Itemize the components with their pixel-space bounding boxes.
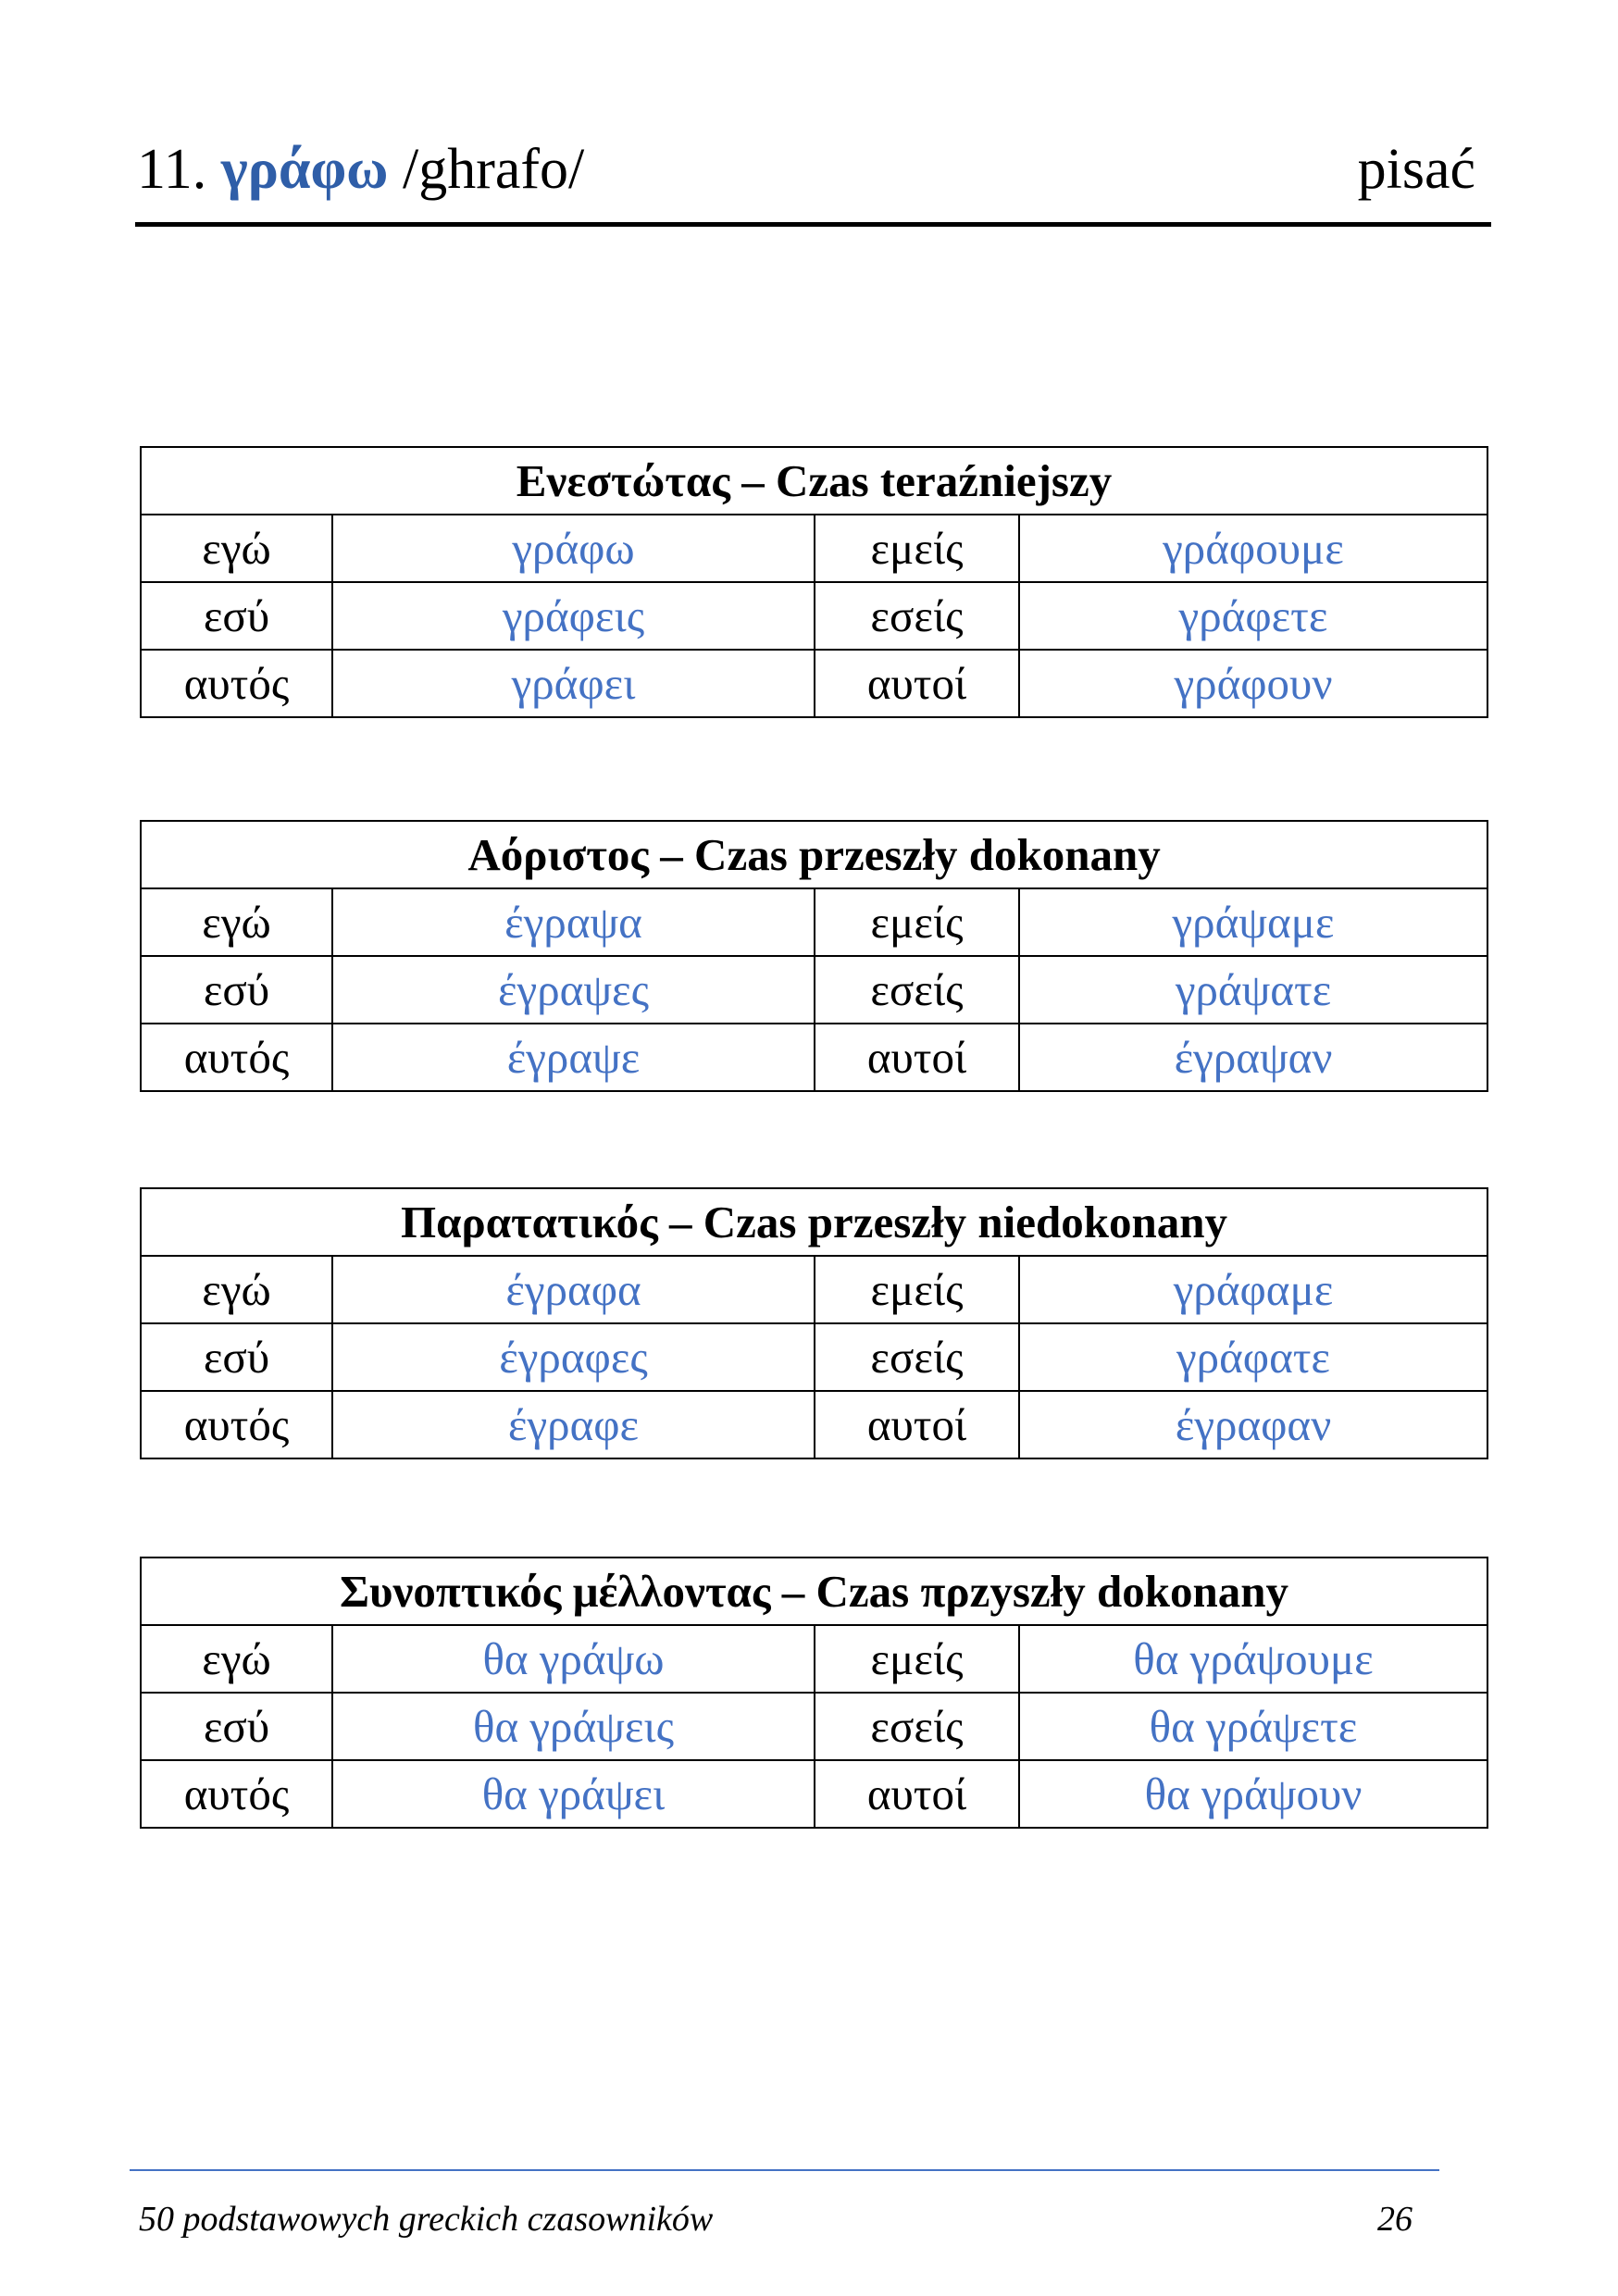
row: αυτός έγραφε αυτοί έγραφαν — [140, 1390, 1489, 1459]
translation: pisać — [1357, 138, 1475, 201]
conjugation-table: Ενεστώτας – Czas teraźniejszy εγώ γράφω εμε… — [140, 446, 1488, 718]
row: εγώ θα γράψω εμείς θα γράψουμε — [140, 1624, 1489, 1694]
pronoun: εμείς — [814, 514, 1020, 583]
pronoun: εγώ — [140, 887, 333, 957]
row: εσύ έγραφες εσείς γράφατε — [140, 1322, 1489, 1392]
table-title: Ενεστώτας – Czas teraźniejszy — [140, 446, 1488, 515]
transcription: /ghrafo/ — [403, 138, 585, 201]
verb-form: θα γράψετε — [1017, 1692, 1489, 1761]
number: 11. — [137, 138, 207, 201]
pronoun: εμείς — [814, 1624, 1020, 1694]
row: αυτός έγραψε αυτοί έγραψαν — [140, 1023, 1489, 1092]
verb-form: γράφει — [331, 649, 815, 718]
row: εγώ έγραψα εμείς γράψαμε — [140, 887, 1489, 957]
verb-form: θα γράψουν — [1017, 1759, 1489, 1829]
table-title: Συνοπτικός μέλλοντας – Czas πρzyszły dok… — [139, 1557, 1489, 1626]
pronoun: αυτοί — [814, 1390, 1020, 1459]
page-number: 26 — [1377, 2200, 1413, 2239]
pronoun: αυτοί — [814, 1023, 1020, 1092]
title-row: Ενεστώτας – Czas teraźniejszy — [140, 446, 1488, 515]
conjugation-table: Συνοπτικός μέλλοντας – Czas πρzyszły dok… — [139, 1557, 1489, 1829]
verb-form: έγραφες — [331, 1322, 815, 1392]
verb-form: θα γράψεις — [331, 1692, 815, 1761]
pronoun: αυτοί — [814, 1759, 1020, 1829]
row: εσύ έγραψες εσείς γράψατε — [140, 955, 1489, 1024]
pronoun: αυτός — [140, 1390, 333, 1459]
pronoun: εσείς — [814, 955, 1020, 1024]
pronoun: εσείς — [814, 581, 1020, 651]
pronoun: εγώ — [140, 1624, 333, 1694]
footer-title: 50 podstawowych greckich czasowników — [139, 2200, 714, 2239]
pronoun: αυτός — [140, 1759, 333, 1829]
pronoun: εμείς — [814, 1255, 1020, 1324]
table-title: Αόριστος – Czas przeszły dokonany — [139, 820, 1489, 889]
pronoun: εσύ — [140, 1322, 333, 1392]
footer-rule — [130, 2169, 1439, 2171]
title-row: Συνοπτικός μέλλοντας – Czas πρzyszły dok… — [139, 1557, 1489, 1626]
word: γράφω — [220, 138, 389, 201]
pronoun: εσείς — [814, 1322, 1020, 1392]
header-rule — [135, 222, 1491, 227]
verb-form: γράφεις — [331, 581, 815, 651]
pronoun: αυτοί — [814, 649, 1020, 718]
row: εγώ έγραφα εμείς γράφαμε — [140, 1255, 1489, 1324]
verb-form: γράψαμε — [1017, 887, 1489, 957]
verb-form: έγραφαν — [1017, 1390, 1489, 1459]
pronoun: αυτός — [140, 649, 333, 718]
verb-form: έγραψα — [331, 887, 815, 957]
pronoun: εγώ — [140, 514, 333, 583]
verb-form: έγραφα — [331, 1255, 815, 1324]
row: εσύ θα γράψεις εσείς θα γράψετε — [140, 1692, 1489, 1761]
pronoun: αυτός — [140, 1023, 333, 1092]
conjugation-table: Παρατατικός – Czas przeszły niedokonany ε… — [139, 1187, 1489, 1459]
pronoun: εγώ — [140, 1255, 333, 1324]
verb-form: γράψατε — [1017, 955, 1489, 1024]
verb-form: έγραψε — [331, 1023, 815, 1092]
row: εσύ γράφεις εσείς γράφετε — [140, 581, 1488, 651]
verb-form: γράφουν — [1018, 649, 1488, 718]
row: αυτός γράφει αυτοί γράφουν — [140, 649, 1488, 718]
pronoun: εσύ — [140, 1692, 333, 1761]
conjugation-table: Αόριστος – Czas przeszły dokonany εγώ έγρα… — [139, 820, 1489, 1092]
verb-form: γράφατε — [1017, 1322, 1489, 1392]
pronoun: εσείς — [814, 1692, 1020, 1761]
verb-form: γράφετε — [1018, 581, 1488, 651]
verb-form: γράφω — [331, 514, 815, 583]
pronoun: εσύ — [140, 955, 333, 1024]
verb-form: θα γράψει — [331, 1759, 815, 1829]
title-row: Αόριστος – Czas przeszły dokonany — [139, 820, 1489, 889]
pronoun: εμείς — [814, 887, 1020, 957]
verb-form: θα γράψουμε — [1017, 1624, 1489, 1694]
verb-form: γράφουμε — [1018, 514, 1488, 583]
verb-form: έγραψαν — [1017, 1023, 1489, 1092]
header: 11. γράφω /ghrafo/ — [137, 137, 584, 202]
title-row: Παρατατικός – Czas przeszły niedokonany — [139, 1187, 1489, 1257]
row: αυτός θα γράψει αυτοί θα γράψουν — [140, 1759, 1489, 1829]
verb-form: έγραφε — [331, 1390, 815, 1459]
verb-form: έγραψες — [331, 955, 815, 1024]
pronoun: εσύ — [140, 581, 333, 651]
verb-form: θα γράψω — [331, 1624, 815, 1694]
verb-form: γράφαμε — [1017, 1255, 1489, 1324]
row: εγώ γράφω εμείς γράφουμε — [140, 514, 1488, 583]
table-title: Παρατατικός – Czas przeszły niedokonany — [139, 1187, 1489, 1257]
